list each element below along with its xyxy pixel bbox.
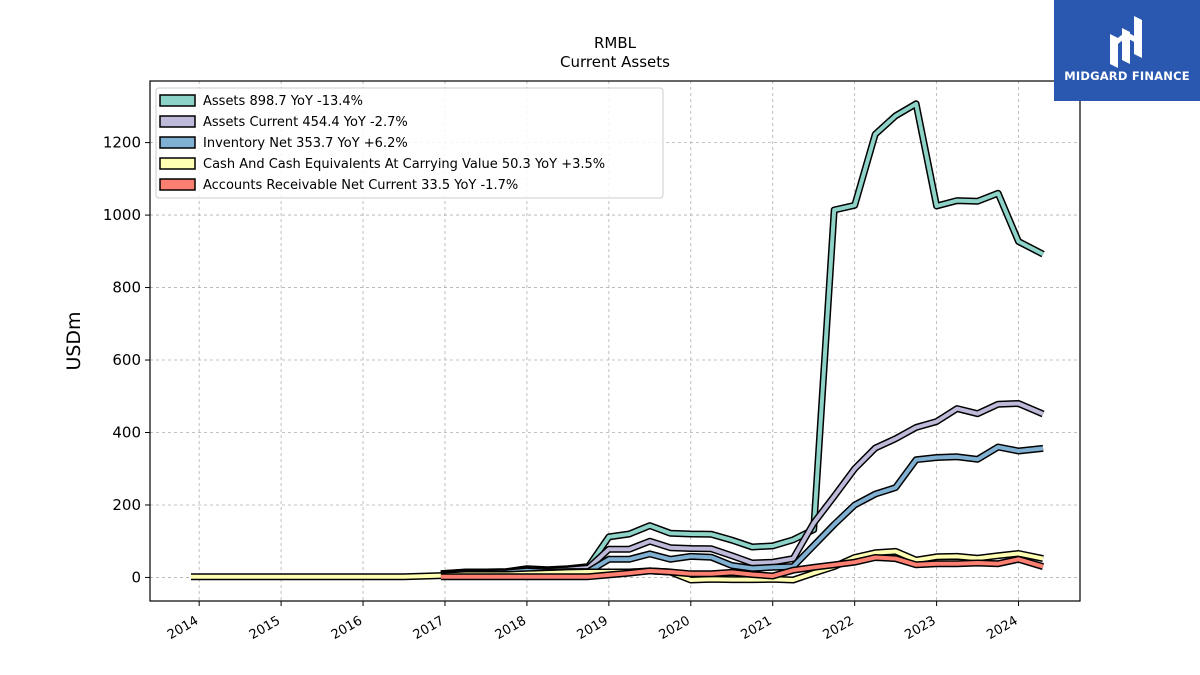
legend-swatch-3 bbox=[159, 136, 196, 149]
legend-label-2: Assets Current 454.4 YoY -2.7% bbox=[203, 115, 408, 130]
legend: Assets 898.7 YoY -13.4% Assets Current 45… bbox=[155, 87, 664, 199]
legend-swatch-4 bbox=[159, 157, 196, 170]
y-axis-label: USDm bbox=[63, 311, 85, 370]
logo-text: MIDGARD FINANCE bbox=[1064, 69, 1190, 83]
y-tick-label: 800 bbox=[112, 279, 141, 297]
legend-label-5: Accounts Receivable Net Current 33.5 YoY… bbox=[203, 178, 518, 193]
legend-swatch-1 bbox=[159, 94, 196, 107]
chart-subtitle: Current Assets bbox=[560, 53, 670, 71]
legend-swatch-5 bbox=[159, 178, 196, 191]
grid bbox=[150, 81, 1080, 601]
legend-label-1: Assets 898.7 YoY -13.4% bbox=[203, 94, 363, 109]
chart-title: RMBL bbox=[594, 34, 637, 52]
series-group bbox=[191, 100, 1045, 584]
y-tick-label: 1000 bbox=[103, 206, 141, 224]
midgard-logo-icon bbox=[1110, 16, 1142, 68]
legend-swatch-2 bbox=[159, 115, 196, 128]
plot-frame bbox=[149, 80, 1081, 602]
y-axis: 0 200 400 600 800 1000 1200 bbox=[103, 134, 150, 586]
y-tick-label: 0 bbox=[131, 568, 141, 586]
y-tick-label: 600 bbox=[112, 351, 141, 369]
y-tick-label: 200 bbox=[112, 496, 141, 514]
logo: MIDGARD FINANCE bbox=[1054, 0, 1200, 101]
legend-label-3: Inventory Net 353.7 YoY +6.2% bbox=[203, 136, 408, 151]
series-line-5 bbox=[440, 555, 1044, 579]
legend-box bbox=[155, 87, 664, 199]
legend-label-4: Cash And Cash Equivalents At Carrying Va… bbox=[203, 157, 605, 172]
y-tick-label: 400 bbox=[112, 423, 141, 441]
y-tick-label: 1200 bbox=[103, 134, 141, 152]
